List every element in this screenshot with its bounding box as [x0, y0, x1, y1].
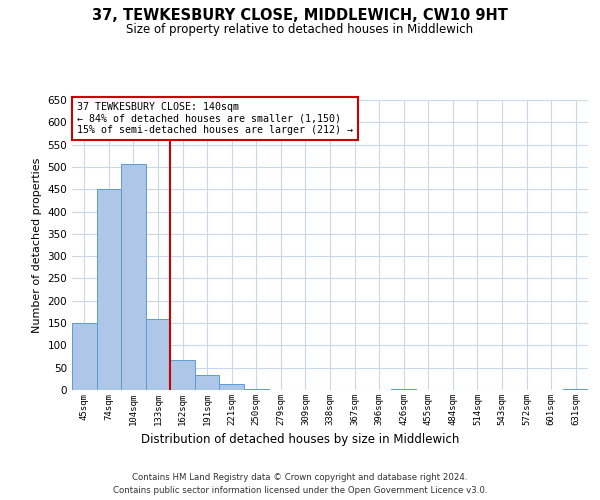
- Bar: [195, 376, 220, 390]
- Text: Distribution of detached houses by size in Middlewich: Distribution of detached houses by size …: [141, 432, 459, 446]
- Bar: [563, 389, 588, 390]
- Text: Contains HM Land Registry data © Crown copyright and database right 2024.: Contains HM Land Registry data © Crown c…: [132, 472, 468, 482]
- Bar: [170, 360, 195, 390]
- Text: Size of property relative to detached houses in Middlewich: Size of property relative to detached ho…: [127, 22, 473, 36]
- Bar: [244, 389, 269, 390]
- Text: 37 TEWKESBURY CLOSE: 140sqm
← 84% of detached houses are smaller (1,150)
15% of : 37 TEWKESBURY CLOSE: 140sqm ← 84% of det…: [77, 102, 353, 136]
- Bar: [121, 164, 146, 390]
- Text: Contains public sector information licensed under the Open Government Licence v3: Contains public sector information licen…: [113, 486, 487, 495]
- Bar: [72, 323, 97, 390]
- Text: 37, TEWKESBURY CLOSE, MIDDLEWICH, CW10 9HT: 37, TEWKESBURY CLOSE, MIDDLEWICH, CW10 9…: [92, 8, 508, 22]
- Y-axis label: Number of detached properties: Number of detached properties: [32, 158, 42, 332]
- Bar: [146, 318, 170, 390]
- Bar: [391, 389, 416, 390]
- Bar: [97, 189, 121, 390]
- Bar: [220, 384, 244, 390]
